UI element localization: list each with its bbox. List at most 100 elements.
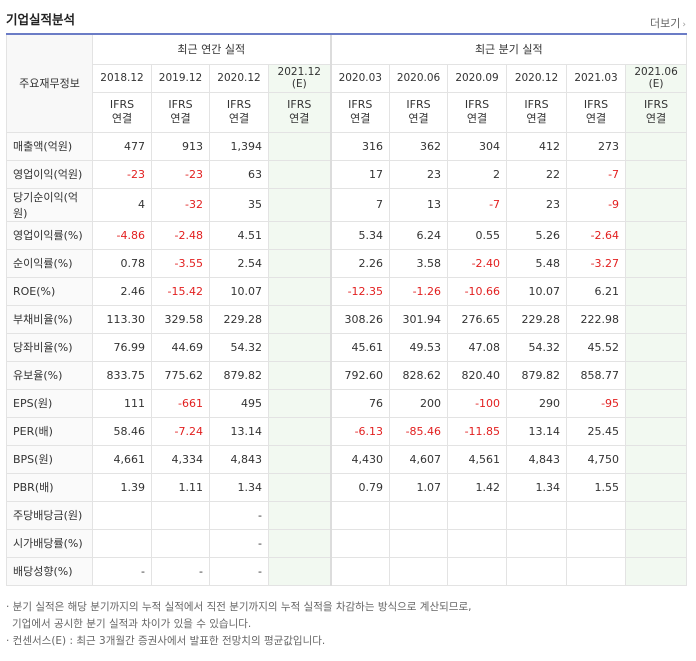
table-cell: -6.13 — [329, 416, 391, 446]
table-cell: 329.58 — [151, 304, 210, 334]
ifrs-text: IFRS — [226, 98, 252, 111]
chevron-right-icon: › — [682, 20, 686, 30]
table-cell — [151, 500, 210, 530]
table-cell: 820.40 — [447, 360, 508, 390]
table-cell — [389, 528, 449, 558]
table-row: 당좌비율(%) 76.99 44.69 54.32 45.61 49.53 47.08 54.… — [6, 332, 688, 362]
row-label: BPS(원) — [6, 444, 93, 474]
table-cell: 10.07 — [209, 276, 269, 306]
table-cell: 13.14 — [506, 416, 568, 446]
ifrs-basis-label: IFRS 연결 — [151, 91, 210, 133]
table-cell: 0.55 — [447, 220, 508, 250]
period-header: 2021.12 (E) — [267, 63, 332, 93]
table-cell: -3.27 — [566, 248, 627, 278]
table-cell: 858.77 — [566, 360, 627, 390]
table-cell: 222.98 — [566, 304, 627, 334]
period-header: 2020.12 — [209, 63, 269, 93]
consolidated-text: 연결 — [170, 112, 191, 125]
row-label: 순이익률(%) — [6, 248, 93, 278]
table-cell: 4 — [92, 187, 152, 222]
table-cell: 879.82 — [209, 360, 269, 390]
table-row: 시가배당률(%) - — [6, 528, 688, 558]
row-label: 당좌비율(%) — [6, 332, 93, 362]
table-cell: 76.99 — [92, 332, 152, 362]
table-cell: 1,394 — [209, 131, 269, 161]
ifrs-text: IFRS — [406, 98, 431, 111]
table-cell: 54.32 — [506, 332, 568, 362]
table-cell: 304 — [447, 131, 508, 161]
table-cell: 25.45 — [566, 416, 627, 446]
table-cell: - — [151, 556, 210, 586]
table-cell: 229.28 — [209, 304, 269, 334]
table-cell — [267, 276, 332, 306]
table-cell: 273 — [566, 131, 627, 161]
ifrs-basis-label: IFRS 연결 — [209, 91, 269, 133]
table-cell: 111 — [92, 388, 152, 418]
period-header: 2020.03 — [329, 63, 391, 93]
row-label: 당기순이익(억원) — [6, 187, 93, 222]
table-cell — [625, 500, 688, 530]
table-cell: 22 — [506, 159, 568, 189]
table-cell: 1.42 — [447, 472, 508, 502]
more-link[interactable]: 더보기 › — [650, 15, 686, 31]
period-header: 2018.12 — [92, 63, 152, 93]
table-cell: 833.75 — [92, 360, 152, 390]
table-cell: -12.35 — [329, 276, 391, 306]
table-cell: 5.48 — [506, 248, 568, 278]
table-cell — [625, 556, 688, 586]
ifrs-text: IFRS — [168, 98, 193, 111]
table-cell: 4,843 — [506, 444, 568, 474]
table-cell: -100 — [447, 388, 508, 418]
ifrs-text: IFRS — [583, 98, 609, 111]
table-cell: - — [209, 528, 269, 558]
ifrs-text: IFRS — [348, 98, 373, 111]
table-cell: 4,334 — [151, 444, 210, 474]
table-cell — [625, 159, 688, 189]
table-cell: 10.07 — [506, 276, 568, 306]
consolidated-text: 연결 — [645, 112, 667, 125]
footnote: 기업에서 공시한 분기 실적과 차이가 있을 수 있습니다. — [12, 618, 252, 630]
table-cell: 49.53 — [389, 332, 449, 362]
table-cell — [447, 528, 508, 558]
table-cell: -7 — [566, 159, 627, 189]
row-label: 주당배당금(원) — [6, 500, 93, 530]
ifrs-basis-label: IFRS 연결 — [92, 91, 152, 133]
table-cell — [625, 332, 688, 362]
table-cell: 4,430 — [329, 444, 391, 474]
table-cell: 290 — [506, 388, 568, 418]
table-cell: 1.11 — [151, 472, 210, 502]
table-row: EPS(원) 111 -661 495 76 200 -100 290 -95 — [6, 388, 688, 418]
row-label: PER(배) — [6, 416, 93, 446]
consolidated-text: 연결 — [228, 112, 250, 125]
table-cell: 3.58 — [389, 248, 449, 278]
table-cell: -661 — [151, 388, 210, 418]
table-cell — [267, 500, 332, 530]
ifrs-basis-label: IFRS 연결 — [566, 91, 627, 133]
table-cell: 6.21 — [566, 276, 627, 306]
table-cell — [267, 388, 332, 418]
table-cell: 4,607 — [389, 444, 449, 474]
footnotes: · 분기 실적은 해당 분기까지의 누적 실적에서 직전 분기까지의 누적 실적… — [6, 599, 471, 650]
quarter-group-header: 최근 분기 실적 — [329, 33, 688, 65]
table-cell: -7 — [447, 187, 508, 222]
table-cell: 47.08 — [447, 332, 508, 362]
table-cell: 45.52 — [566, 332, 627, 362]
table-row: 주당배당금(원) - — [6, 500, 688, 530]
table-cell: 23 — [389, 159, 449, 189]
table-cell: -23 — [92, 159, 152, 189]
table-cell: -2.48 — [151, 220, 210, 250]
table-cell: 17 — [329, 159, 391, 189]
table-cell — [267, 332, 332, 362]
table-row: BPS(원) 4,661 4,334 4,843 4,430 4,607 4,561 4,84… — [6, 444, 688, 474]
table-cell — [267, 131, 332, 161]
table-cell: -15.42 — [151, 276, 210, 306]
period-header: 2021.06 (E) — [625, 63, 688, 93]
row-label: 유보율(%) — [6, 360, 93, 390]
ifrs-basis-label: IFRS 연결 — [267, 91, 332, 133]
ifrs-text: IFRS — [287, 98, 312, 111]
table-row: 매출액(억원) 477 913 1,394 316 362 304 412 273 — [6, 131, 688, 161]
ifrs-text: IFRS — [464, 98, 490, 111]
table-cell: -32 — [151, 187, 210, 222]
table-cell — [625, 220, 688, 250]
